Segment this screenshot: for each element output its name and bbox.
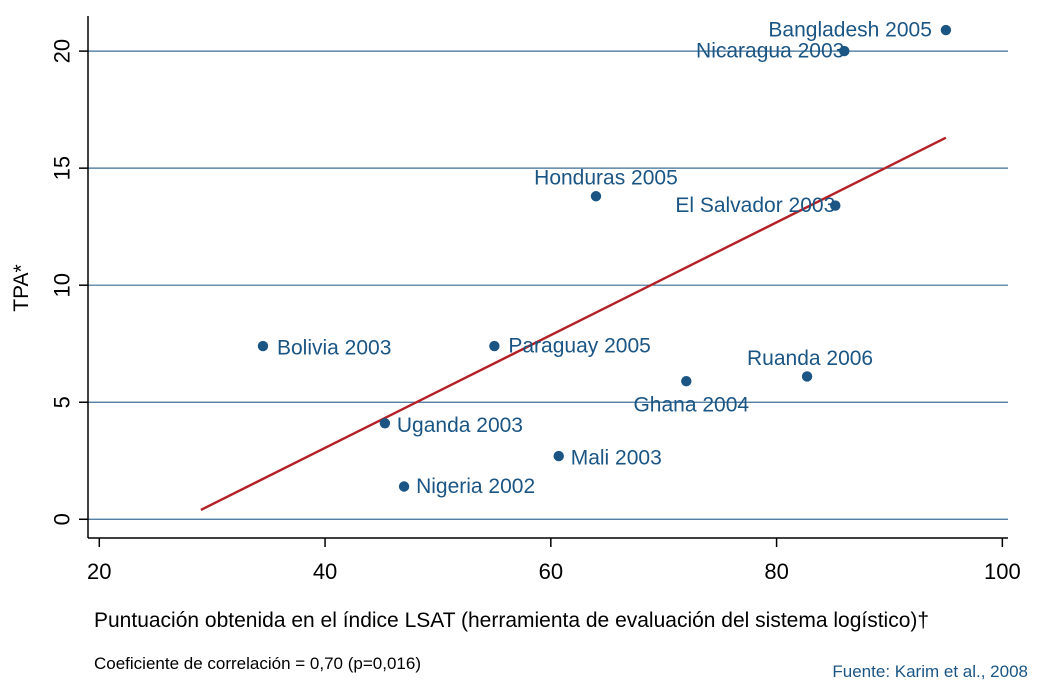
fit-line — [200, 136, 947, 511]
point-label-honduras-2005: Honduras 2005 — [534, 167, 678, 190]
data-point-ruanda-2006 — [801, 371, 813, 382]
data-point-nigeria-2002 — [398, 481, 410, 492]
data-point-mali-2003 — [553, 450, 564, 462]
data-point-bangladesh-2005 — [940, 24, 952, 36]
data-point-el-salvador-2003 — [830, 200, 841, 211]
y-tick-label-0: 0 — [50, 513, 75, 525]
y-tick-label-20: 20 — [50, 39, 75, 63]
point-label-paraguay-2005: Paraguay 2005 — [508, 335, 650, 358]
data-point-paraguay-2005 — [489, 340, 500, 352]
correlation-note: Coeficiente de correlación = 0,70 (p=0,0… — [94, 654, 421, 673]
point-label-el-salvador-2003: El Salvador 2003 — [675, 194, 835, 217]
data-points — [257, 24, 952, 492]
axes — [87, 16, 1008, 539]
y-tick-label-10: 10 — [50, 273, 75, 297]
x-tick-label-40: 40 — [313, 559, 337, 584]
data-point-honduras-2005 — [590, 191, 602, 202]
point-label-ruanda-2006: Ruanda 2006 — [747, 347, 873, 370]
y-tick-label-5: 5 — [50, 396, 75, 408]
x-tick-label-60: 60 — [539, 559, 563, 584]
y-axis-title: TPA* — [10, 264, 33, 311]
data-point-bolivia-2003 — [257, 340, 269, 352]
data-point-ghana-2004 — [681, 375, 692, 387]
point-label-nicaragua-2003: Nicaragua 2003 — [696, 40, 844, 63]
point-label-ghana-2004: Ghana 2004 — [633, 394, 749, 417]
source-note: Fuente: Karim et al., 2008 — [832, 662, 1028, 681]
point-label-bangladesh-2005: Bangladesh 2005 — [768, 19, 931, 42]
point-label-bolivia-2003: Bolivia 2003 — [277, 337, 391, 360]
y-tick-label-15: 15 — [50, 156, 75, 180]
point-label-uganda-2003: Uganda 2003 — [397, 414, 523, 437]
data-point-uganda-2003 — [379, 418, 391, 429]
x-ticks: 20 40 60 80 100 — [87, 538, 1021, 584]
x-tick-label-80: 80 — [764, 559, 788, 584]
gridlines — [88, 50, 1008, 520]
fit-line-layer — [200, 136, 947, 511]
point-label-nigeria-2002: Nigeria 2002 — [416, 475, 535, 498]
x-tick-label-100: 100 — [984, 559, 1021, 584]
data-point-nicaragua-2003 — [839, 45, 850, 57]
y-ticks: 0 5 10 15 20 — [50, 39, 88, 525]
point-label-mali-2003: Mali 2003 — [571, 447, 662, 470]
x-tick-label-20: 20 — [87, 559, 111, 584]
x-axis-title: Puntuación obtenida en el índice LSAT (h… — [94, 609, 929, 632]
